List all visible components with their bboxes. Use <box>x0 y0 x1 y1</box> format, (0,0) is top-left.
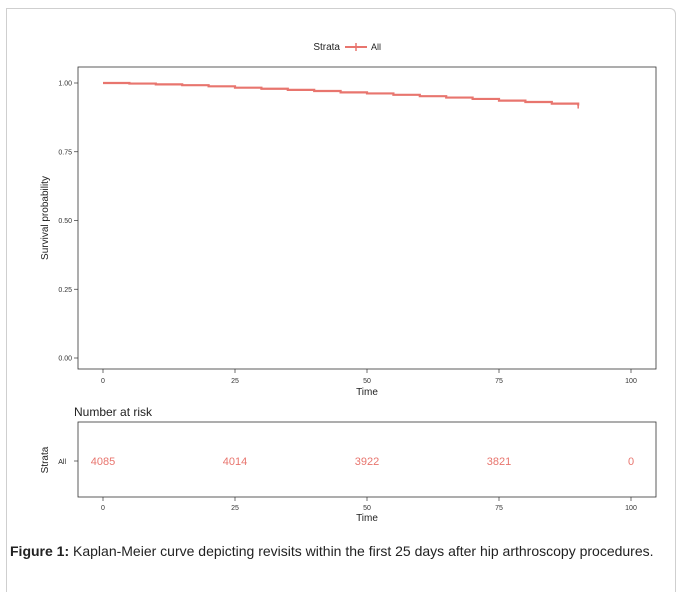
figure-frame <box>6 8 676 592</box>
risk-x-tick-label: 0 <box>101 505 105 512</box>
x-tick-label: 75 <box>495 378 503 385</box>
y-tick-label: 0.50 <box>58 218 72 225</box>
risk-x-tick-label: 25 <box>231 505 239 512</box>
y-axis: 0.00 0.25 0.50 0.75 1.00 <box>58 81 78 363</box>
km-chart: Strata All 0.00 0.25 0.50 0.75 1.00 0 25 50 75 1… <box>40 42 657 524</box>
risk-table-ylabel: Strata <box>40 446 51 473</box>
y-tick-label: 0.00 <box>58 356 72 363</box>
x-tick-label: 0 <box>101 378 105 385</box>
x-axis: 0 25 50 75 100 <box>101 369 637 385</box>
risk-value: 3821 <box>487 456 511 468</box>
x-tick-label: 50 <box>363 378 371 385</box>
risk-row-label: All <box>58 459 66 466</box>
figure-caption: Figure 1: Kaplan-Meier curve depicting r… <box>10 541 674 561</box>
risk-x-tick-label: 50 <box>363 505 371 512</box>
caption-text: Kaplan-Meier curve depicting revisits wi… <box>69 543 654 559</box>
risk-value: 3922 <box>355 456 379 468</box>
y-tick-label: 0.25 <box>58 287 72 294</box>
series-layer <box>103 81 580 109</box>
risk-table-title: Number at risk <box>74 405 153 419</box>
risk-x-axis: 0 25 50 75 100 <box>101 497 637 512</box>
risk-x-tick-label: 100 <box>625 505 637 512</box>
risk-value: 0 <box>628 456 634 468</box>
y-tick-label: 1.00 <box>58 81 72 88</box>
survival-curve <box>103 81 580 106</box>
risk-x-tick-label: 75 <box>495 505 503 512</box>
legend-label: All <box>371 42 381 52</box>
caption-label: Figure 1: <box>10 543 70 559</box>
legend: Strata All <box>313 42 381 53</box>
y-axis-label: Survival probability <box>40 176 51 260</box>
x-axis-label: Time <box>356 387 378 398</box>
risk-value: 4014 <box>223 456 247 468</box>
x-tick-label: 100 <box>625 378 637 385</box>
risk-table-xlabel: Time <box>356 513 378 524</box>
legend-title: Strata <box>313 42 340 53</box>
x-tick-label: 25 <box>231 378 239 385</box>
risk-value: 4085 <box>91 456 115 468</box>
risk-values: 4085 4014 3922 3821 0 <box>91 456 634 468</box>
plot-panel <box>77 66 657 370</box>
y-tick-label: 0.75 <box>58 149 72 156</box>
